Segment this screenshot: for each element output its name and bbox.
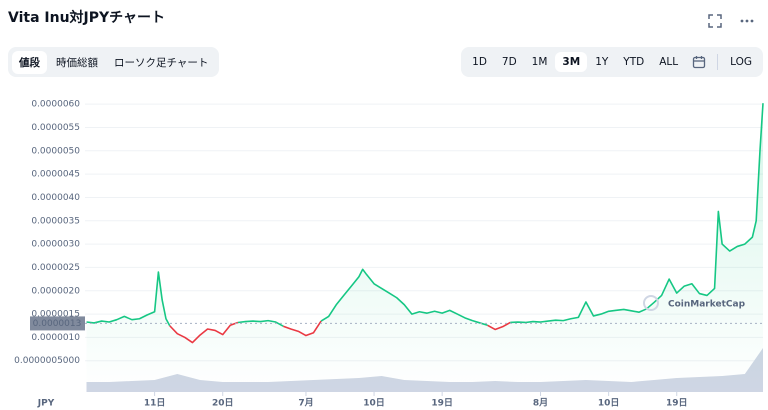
range-button[interactable]: 1D <box>472 56 487 68</box>
y-tick-label: 0.0000015 <box>31 310 80 320</box>
x-axis-label: JPY <box>37 399 55 409</box>
range-button[interactable]: 1M <box>531 56 548 68</box>
reference-label: 0.0000013 <box>33 319 82 329</box>
y-tick-label: 0.0000030 <box>31 240 80 250</box>
log-button[interactable]: LOG <box>730 56 752 68</box>
tab-button[interactable]: ローソク足チャート <box>114 56 209 69</box>
chart-title: Vita Inu対JPYチャート <box>8 10 166 26</box>
fullscreen-button[interactable] <box>707 13 723 29</box>
calendar-button[interactable] <box>692 55 706 69</box>
range-button[interactable]: 7D <box>501 56 517 68</box>
y-tick-label: 0.0000025 <box>31 263 80 273</box>
tab-button[interactable]: 時価総額 <box>56 56 98 69</box>
range-button[interactable]: 1Y <box>595 56 609 68</box>
price-area <box>86 103 764 392</box>
watermark-logo <box>643 295 659 311</box>
y-tick-label: 0.0000035 <box>31 216 80 226</box>
x-tick-label: 20日 <box>212 398 234 409</box>
y-tick-label: 0.0000020 <box>31 286 80 296</box>
x-tick-label: 19日 <box>666 398 688 409</box>
x-tick-label: 7月 <box>298 398 313 409</box>
y-tick-label: 0.0000055 <box>31 123 80 133</box>
range-button[interactable]: ALL <box>659 56 679 68</box>
price-line <box>86 271 171 327</box>
reference-label-box <box>30 316 85 331</box>
watermark: CoinMarketCap <box>668 300 746 310</box>
x-tick-label: 11日 <box>144 398 166 409</box>
tab-button[interactable]: 値段 <box>12 50 47 74</box>
x-tick-label: 10日 <box>598 398 620 409</box>
range-buttons: 1D 7D 1M 3M 1Y YTD ALL LOG <box>461 47 763 77</box>
y-tick-label: 0.0000010 <box>31 333 80 343</box>
price-line-below <box>169 321 239 344</box>
price-line-below <box>282 320 322 337</box>
price-line-below <box>487 321 511 331</box>
y-tick-label: 0.0000045 <box>31 170 80 180</box>
range-button[interactable]: YTD <box>623 56 645 68</box>
y-tick-label: 0.0000060 <box>31 100 80 110</box>
separator <box>717 54 719 70</box>
price-line <box>320 268 488 327</box>
y-tick-label: 0.0000005000 <box>14 356 80 366</box>
range-button[interactable]: 3M <box>555 52 588 72</box>
y-tick-label: 0.0000040 <box>31 193 80 203</box>
x-tick-label: 19日 <box>431 398 453 409</box>
x-tick-label: 10日 <box>363 398 385 409</box>
x-tick-label: 8月 <box>533 398 548 409</box>
more-button[interactable] <box>739 13 755 29</box>
price-line <box>237 319 284 327</box>
chart-tabs: 値段 時価総額 ローソク足チャート <box>8 47 220 77</box>
y-tick-label: 0.0000050 <box>31 146 80 156</box>
